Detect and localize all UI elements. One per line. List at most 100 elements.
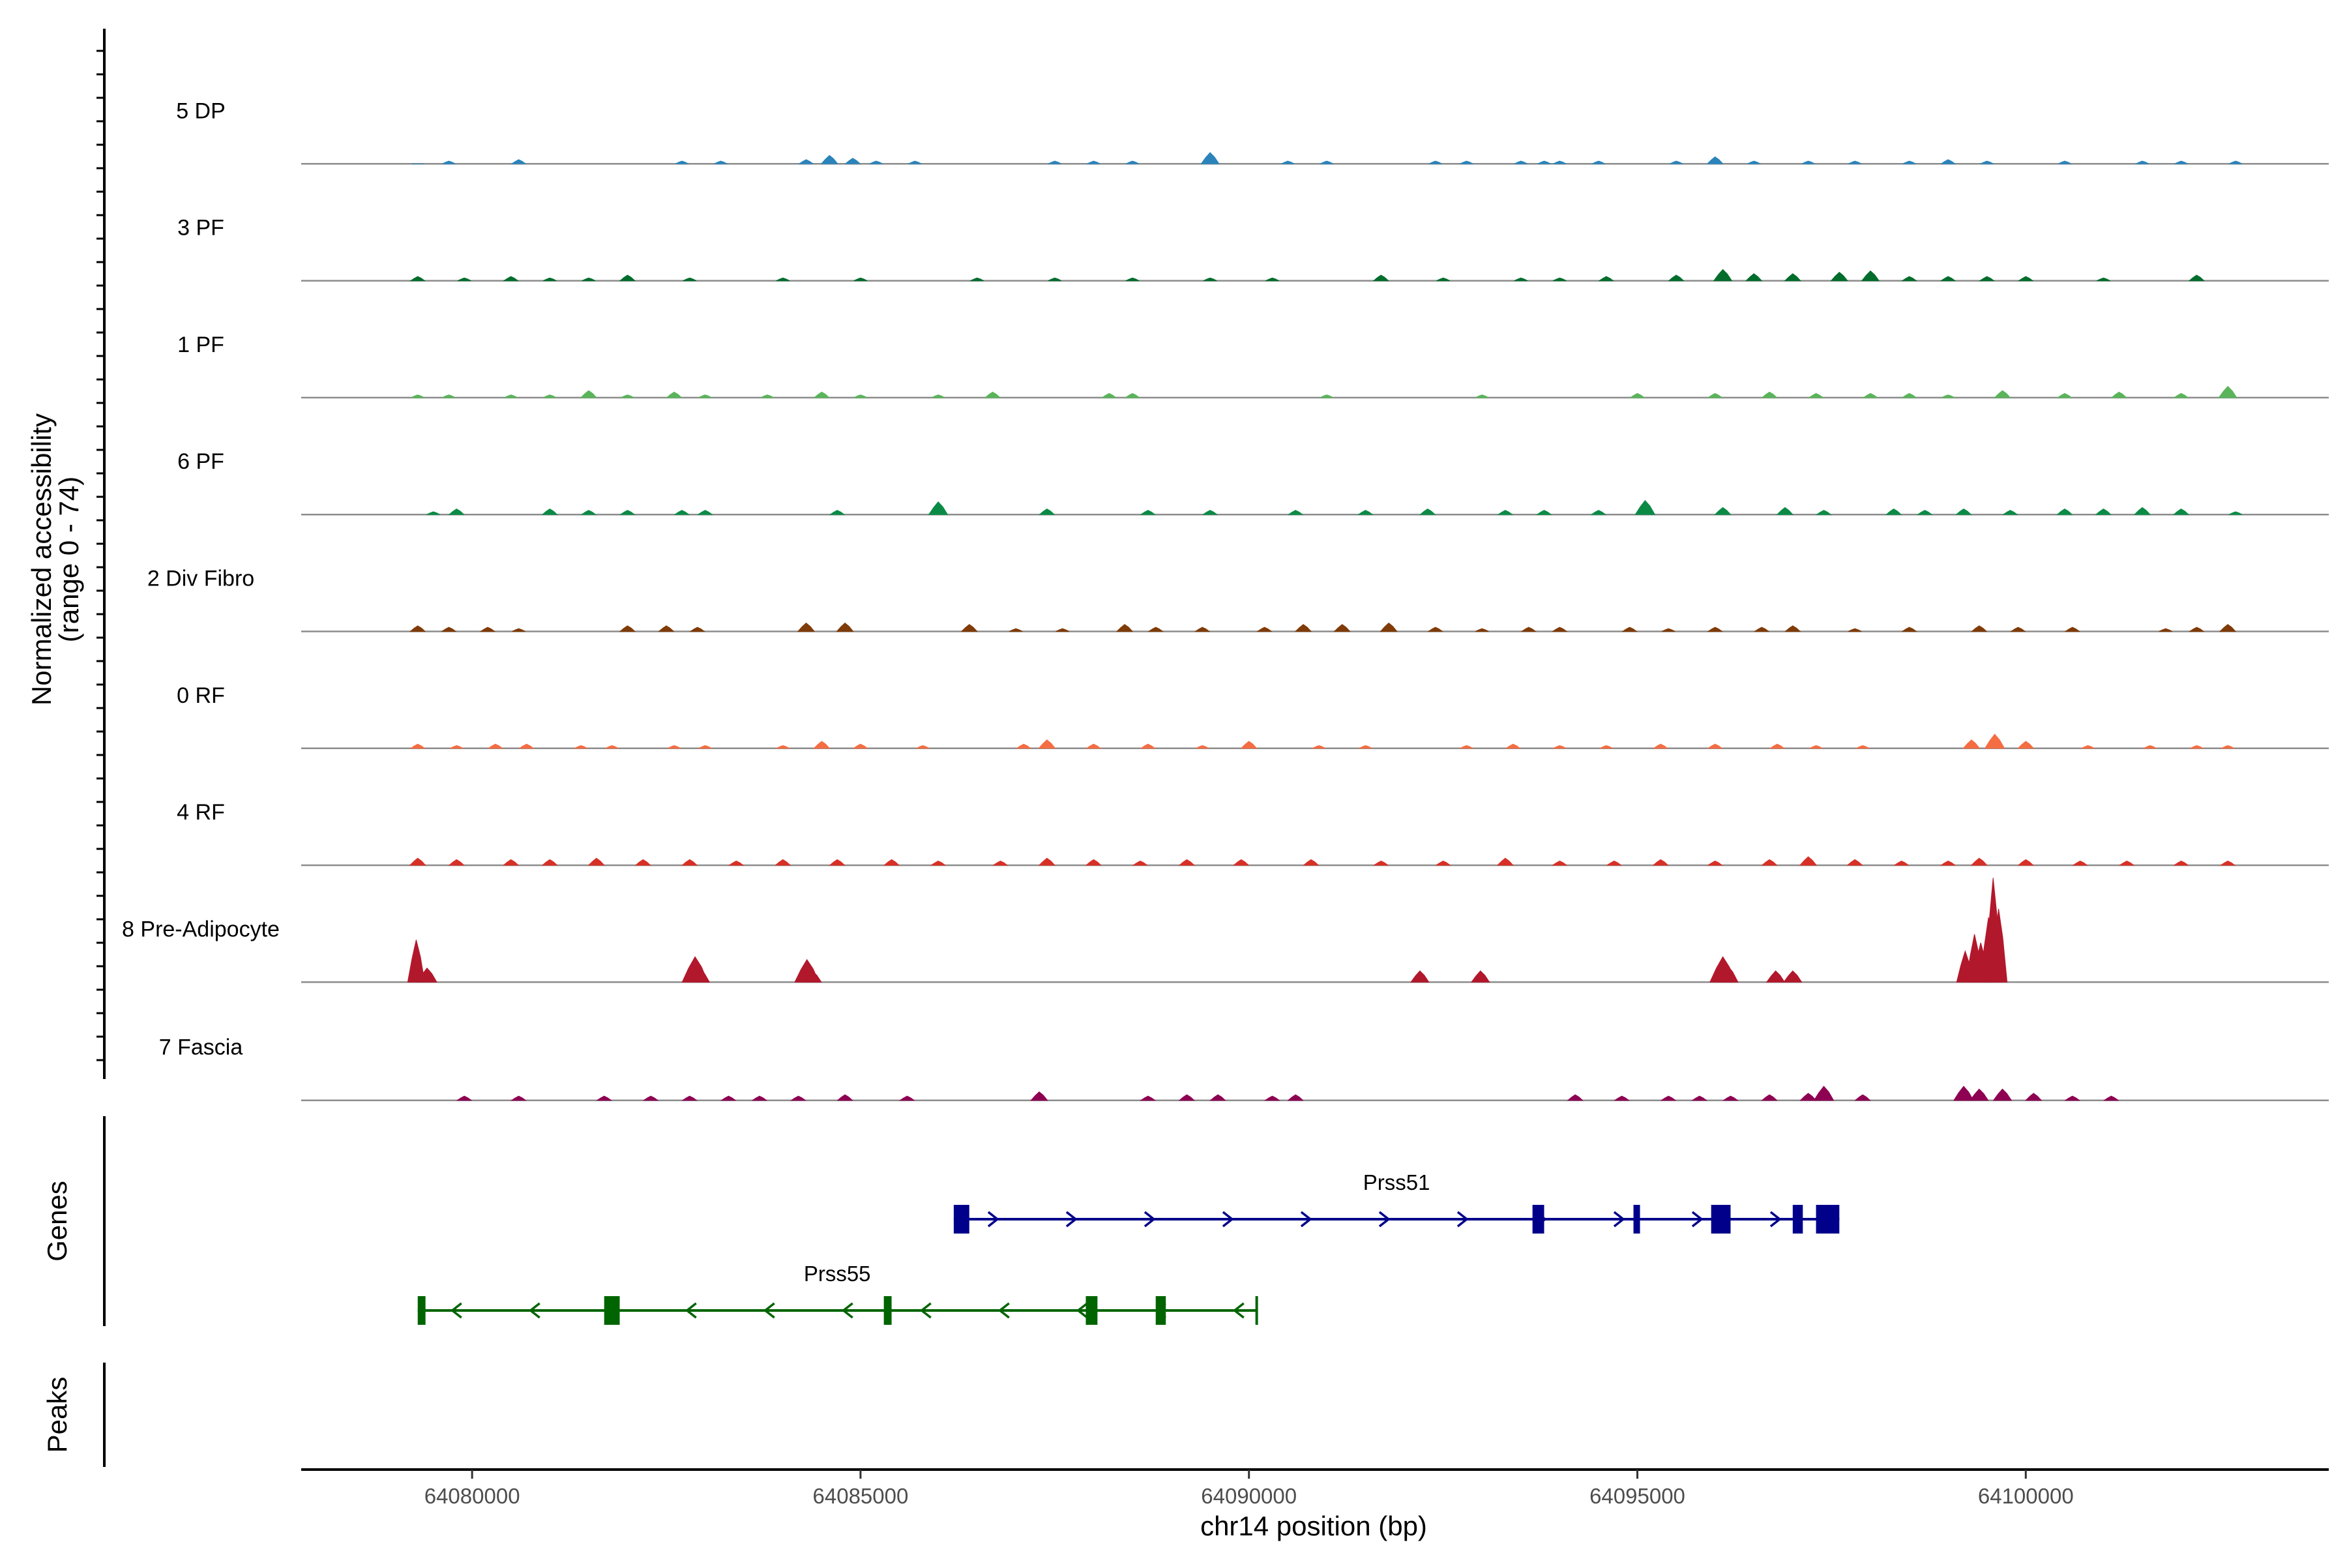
gene-exon: [1792, 1205, 1803, 1234]
coverage-peak: [2228, 511, 2243, 515]
coverage-peak: [1765, 970, 1786, 983]
gene-annotation-track: Prss51 Prss55: [417, 1170, 1840, 1325]
coverage-peak: [574, 745, 588, 749]
coverage-peak: [1055, 628, 1070, 632]
coverage-peak: [1038, 739, 1056, 749]
coverage-peak: [409, 743, 426, 749]
strand-arrow: [1378, 1211, 1391, 1228]
coverage-peak: [1970, 1088, 1989, 1101]
coverage-peak: [928, 501, 949, 515]
coverage-peak: [970, 277, 984, 282]
coverage-peak: [836, 1094, 853, 1101]
genes-axis-title: Genes: [42, 1181, 72, 1262]
coverage-peak: [448, 509, 465, 515]
coverage-peak: [1100, 392, 1117, 398]
gene-exon: [883, 1296, 892, 1325]
coverage-peak: [829, 859, 846, 866]
strand-arrow: [919, 1302, 932, 1319]
coverage-peak: [1147, 627, 1164, 632]
coverage-peak: [2056, 392, 2073, 398]
strand-arrow: [685, 1302, 697, 1319]
coverage-peak: [1713, 269, 1733, 282]
coverage-peak: [1514, 277, 1528, 282]
x-axis-tick-label: 64100000: [1978, 1484, 2074, 1508]
coverage-peak: [1140, 1095, 1157, 1101]
coverage-peak: [1784, 625, 1801, 632]
coverage-peak: [1427, 627, 1444, 632]
coverage-peak: [1901, 276, 1917, 282]
coverage-peak: [2064, 627, 2081, 632]
coverage-peak: [1372, 274, 1389, 282]
strand-arrow: [1144, 1211, 1156, 1228]
coverage-peak: [992, 861, 1009, 866]
coverage-peak: [1799, 856, 1818, 866]
coverage-peak: [1552, 745, 1567, 749]
coverage-peak: [1410, 970, 1430, 983]
coverage-peak: [1009, 628, 1023, 632]
coverage-peak: [1707, 392, 1724, 398]
coverage-peak: [1505, 743, 1522, 749]
x-axis-tick-label: 64095000: [1589, 1484, 1685, 1508]
coverage-peak: [1980, 160, 1994, 164]
coverage-peak: [869, 160, 883, 164]
coverage-peak: [1971, 625, 1988, 632]
coverage-peak: [1994, 390, 2011, 398]
coverage-peak: [411, 394, 425, 398]
gene-exon: [1816, 1205, 1840, 1234]
track-label: 6 PF: [177, 449, 224, 474]
coverage-peak: [542, 394, 557, 398]
coverage-peak: [2133, 507, 2151, 515]
coverage-peak: [1855, 745, 1870, 749]
coverage-peak: [510, 1095, 527, 1101]
coverage-peak: [931, 394, 945, 398]
track-label: 8 Pre-Adipocyte: [122, 917, 280, 941]
coverage-peak: [441, 160, 456, 164]
coverage-peak: [1048, 160, 1062, 164]
coverage-peak: [1320, 160, 1334, 164]
coverage-peak: [1745, 273, 1763, 282]
gene-label: Prss55: [804, 1262, 871, 1286]
coverage-peak: [1714, 507, 1732, 515]
coverage-peak: [844, 158, 861, 164]
coverage-peak: [1178, 1094, 1196, 1101]
coverage-peak: [2219, 861, 2236, 866]
coverage-peak: [1359, 745, 1372, 749]
coverage-peak: [479, 627, 496, 632]
track-7-fascia: 7 Fascia: [159, 1035, 2329, 1101]
coverage-peak: [409, 857, 426, 866]
coverage-peak: [619, 625, 636, 632]
coverage-peak: [1520, 627, 1537, 632]
coverage-peak: [2219, 624, 2237, 632]
coverage-peak: [1537, 160, 1551, 164]
track-label: 4 RF: [177, 800, 225, 825]
coverage-peak: [2188, 274, 2206, 282]
coverage-peak: [1497, 510, 1514, 515]
coverage-peak: [2172, 509, 2190, 515]
gene-prss55: Prss55: [417, 1262, 1258, 1325]
strand-arrow: [763, 1302, 775, 1319]
coverage-peak: [1813, 1086, 1835, 1101]
coverage-peak: [541, 509, 558, 515]
coverage-peak: [2221, 745, 2235, 749]
coverage-peak: [1357, 510, 1374, 515]
coverage-peak: [1652, 743, 1669, 749]
coverage-peak: [1419, 509, 1436, 515]
coverage-peak: [776, 745, 790, 749]
coverage-peak: [1629, 392, 1646, 398]
coverage-peak: [2017, 741, 2035, 749]
coverage-peak: [2058, 160, 2072, 164]
peaks-axis-title: Peaks: [42, 1377, 72, 1453]
coverage-peak: [790, 1095, 806, 1101]
coverage-peak: [1901, 392, 1917, 398]
coverage-peak: [797, 622, 816, 632]
coverage-peak: [1707, 743, 1724, 749]
coverage-peak: [1209, 1094, 1226, 1101]
coverage-peak: [449, 745, 464, 749]
x-axis-tick-label: 64085000: [813, 1484, 909, 1508]
coverage-peak: [1085, 859, 1102, 866]
coverage-peak: [503, 276, 520, 282]
x-axis-ticks: 64080000 64085000 64090000 64095000 64100000: [424, 1470, 2074, 1508]
coverage-peak: [2228, 160, 2243, 164]
coverage-peak: [1634, 499, 1656, 515]
coverage-peak: [1808, 392, 1824, 398]
